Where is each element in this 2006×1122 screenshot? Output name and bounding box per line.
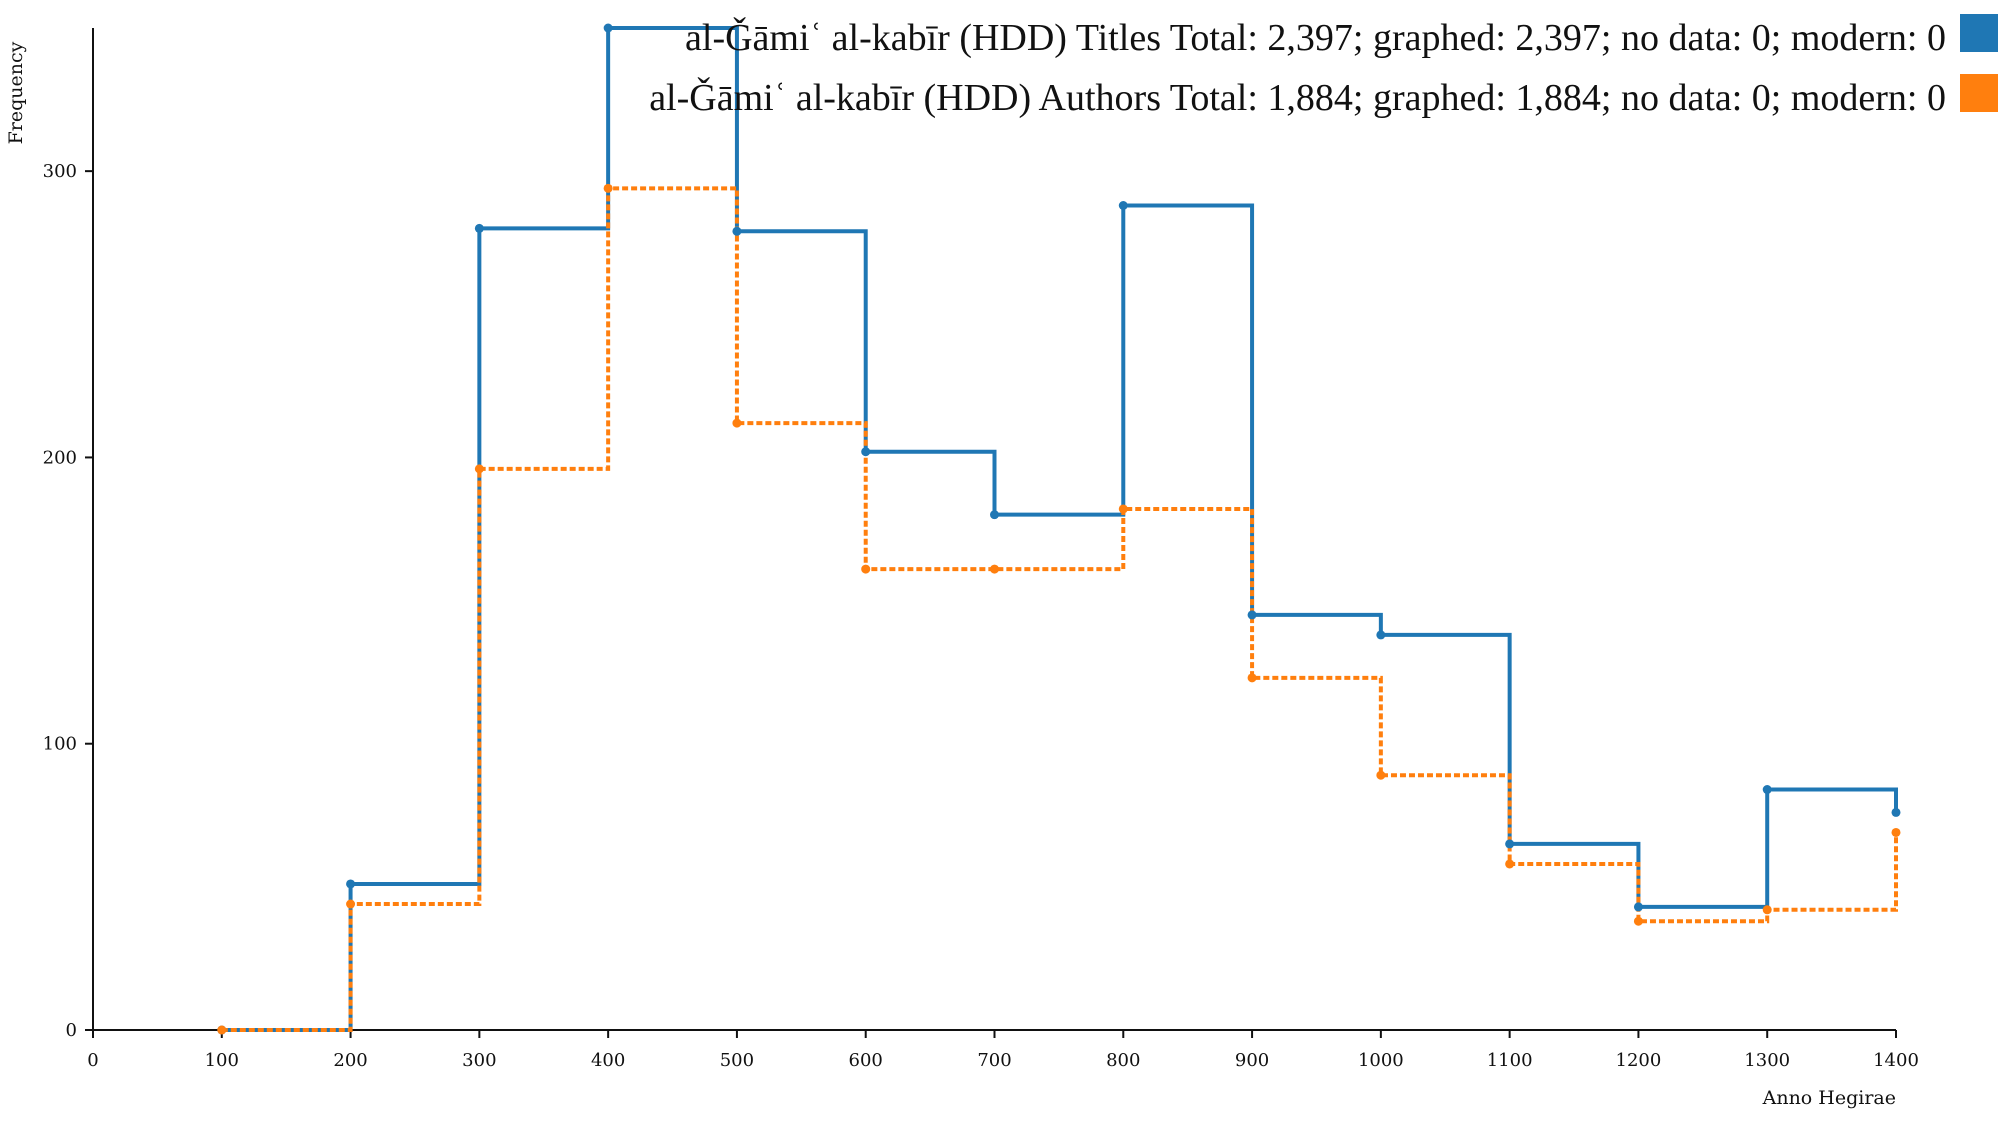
data-point-authors (346, 899, 356, 909)
x-axis-title: Anno Hegirae (1762, 1087, 1896, 1109)
x-tick-label: 0 (87, 1050, 98, 1071)
data-point-titles (1118, 200, 1128, 210)
ticks: 0 100 200 300 400 500 600 700 800 900 1000 1100 1200… (43, 161, 1919, 1071)
data-point-titles (1891, 807, 1901, 817)
data-point-authors (732, 418, 742, 428)
x-tick-label: 700 (977, 1050, 1011, 1071)
x-tick-label: 1100 (1487, 1050, 1533, 1071)
data-point-authors (1118, 504, 1128, 514)
data-point-titles (1505, 839, 1515, 849)
data-point-authors (1891, 827, 1901, 837)
x-tick-label: 1200 (1616, 1050, 1662, 1071)
y-tick-label: 100 (43, 734, 77, 755)
data-point-titles (346, 879, 356, 889)
data-point-authors (990, 564, 999, 574)
x-tick-label: 400 (591, 1050, 625, 1071)
data-point-authors (1376, 770, 1386, 780)
data-point-authors (1247, 673, 1257, 683)
data-point-titles (603, 23, 613, 33)
x-tick-label: 900 (1235, 1050, 1269, 1071)
series-lines (221, 26, 1898, 1032)
data-point-titles (1762, 785, 1772, 795)
x-tick-label: 1000 (1358, 1050, 1404, 1071)
data-point-titles (1247, 610, 1257, 620)
axes: Frequency Anno Hegirae (5, 28, 1896, 1109)
legend-label-titles: al-Ǧāmiʿ al-kabīr (HDD) Titles Total: 2,… (685, 17, 1946, 59)
data-point-titles (1376, 630, 1386, 640)
series-line-titles (221, 26, 1898, 1032)
y-tick-label: 0 (66, 1020, 77, 1041)
y-axis-title: Frequency (5, 41, 27, 144)
x-tick-label: 1400 (1873, 1050, 1919, 1071)
data-point-titles (1633, 902, 1643, 912)
data-point-titles (990, 510, 999, 520)
data-point-authors (861, 564, 871, 574)
series-points (217, 23, 1901, 1035)
data-point-titles (732, 226, 742, 236)
x-tick-label: 800 (1106, 1050, 1140, 1071)
legend-swatch-authors (1960, 74, 1998, 112)
data-point-titles (861, 447, 871, 457)
data-point-titles (474, 223, 484, 233)
series-line-authors (221, 186, 1898, 1032)
x-tick-label: 500 (720, 1050, 754, 1071)
data-point-authors (1505, 859, 1515, 869)
legend-swatch-titles (1960, 14, 1998, 52)
x-tick-label: 300 (462, 1050, 496, 1071)
data-point-authors (474, 464, 484, 474)
x-tick-label: 100 (205, 1050, 239, 1071)
y-tick-label: 200 (43, 447, 77, 468)
legend: al-Ǧāmiʿ al-kabīr (HDD) Titles Total: 2,… (649, 14, 1998, 119)
x-tick-label: 200 (333, 1050, 367, 1071)
data-point-authors (1633, 916, 1643, 926)
legend-label-authors: al-Ǧāmiʿ al-kabīr (HDD) Authors Total: 1… (649, 77, 1946, 119)
data-point-authors (1762, 905, 1772, 915)
y-tick-label: 300 (43, 161, 77, 182)
x-tick-label: 1300 (1744, 1050, 1790, 1071)
data-point-authors (217, 1025, 227, 1035)
data-point-authors (603, 183, 613, 193)
x-tick-label: 600 (849, 1050, 883, 1071)
